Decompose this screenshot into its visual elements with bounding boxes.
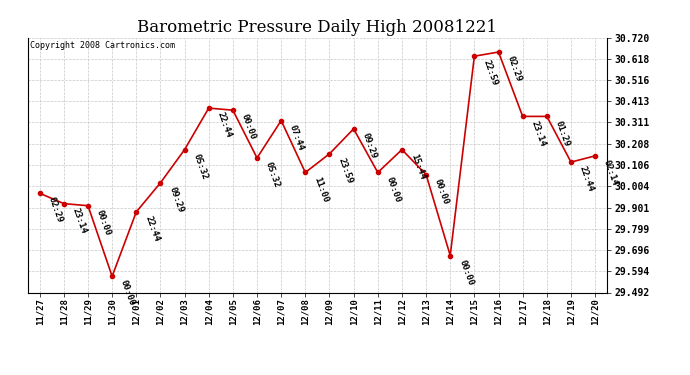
Text: 11:00: 11:00 [313, 175, 330, 204]
Text: 00:00: 00:00 [385, 175, 402, 204]
Text: 00:00: 00:00 [457, 258, 475, 286]
Text: 22:44: 22:44 [144, 215, 161, 243]
Text: 07:44: 07:44 [288, 123, 306, 152]
Text: 02:14: 02:14 [602, 159, 620, 187]
Text: 23:59: 23:59 [337, 157, 354, 185]
Text: 00:00: 00:00 [433, 177, 451, 206]
Text: 22:59: 22:59 [482, 59, 499, 87]
Text: 23:14: 23:14 [530, 119, 547, 147]
Text: 05:32: 05:32 [264, 161, 282, 189]
Text: 02:29: 02:29 [47, 196, 64, 224]
Text: 22:44: 22:44 [216, 111, 233, 139]
Text: 05:32: 05:32 [192, 152, 209, 181]
Text: 09:29: 09:29 [361, 132, 378, 160]
Text: 23:14: 23:14 [71, 206, 88, 235]
Text: 00:00: 00:00 [240, 113, 257, 141]
Text: 15:44: 15:44 [409, 152, 426, 181]
Text: 22:44: 22:44 [578, 165, 595, 193]
Text: 02:29: 02:29 [506, 55, 523, 83]
Text: 00:00: 00:00 [119, 279, 137, 308]
Text: 01:29: 01:29 [554, 119, 571, 147]
Text: 09:29: 09:29 [168, 186, 185, 214]
Text: Copyright 2008 Cartronics.com: Copyright 2008 Cartronics.com [30, 41, 175, 50]
Text: 00:00: 00:00 [95, 209, 112, 237]
Title: Barometric Pressure Daily High 20081221: Barometric Pressure Daily High 20081221 [137, 19, 497, 36]
